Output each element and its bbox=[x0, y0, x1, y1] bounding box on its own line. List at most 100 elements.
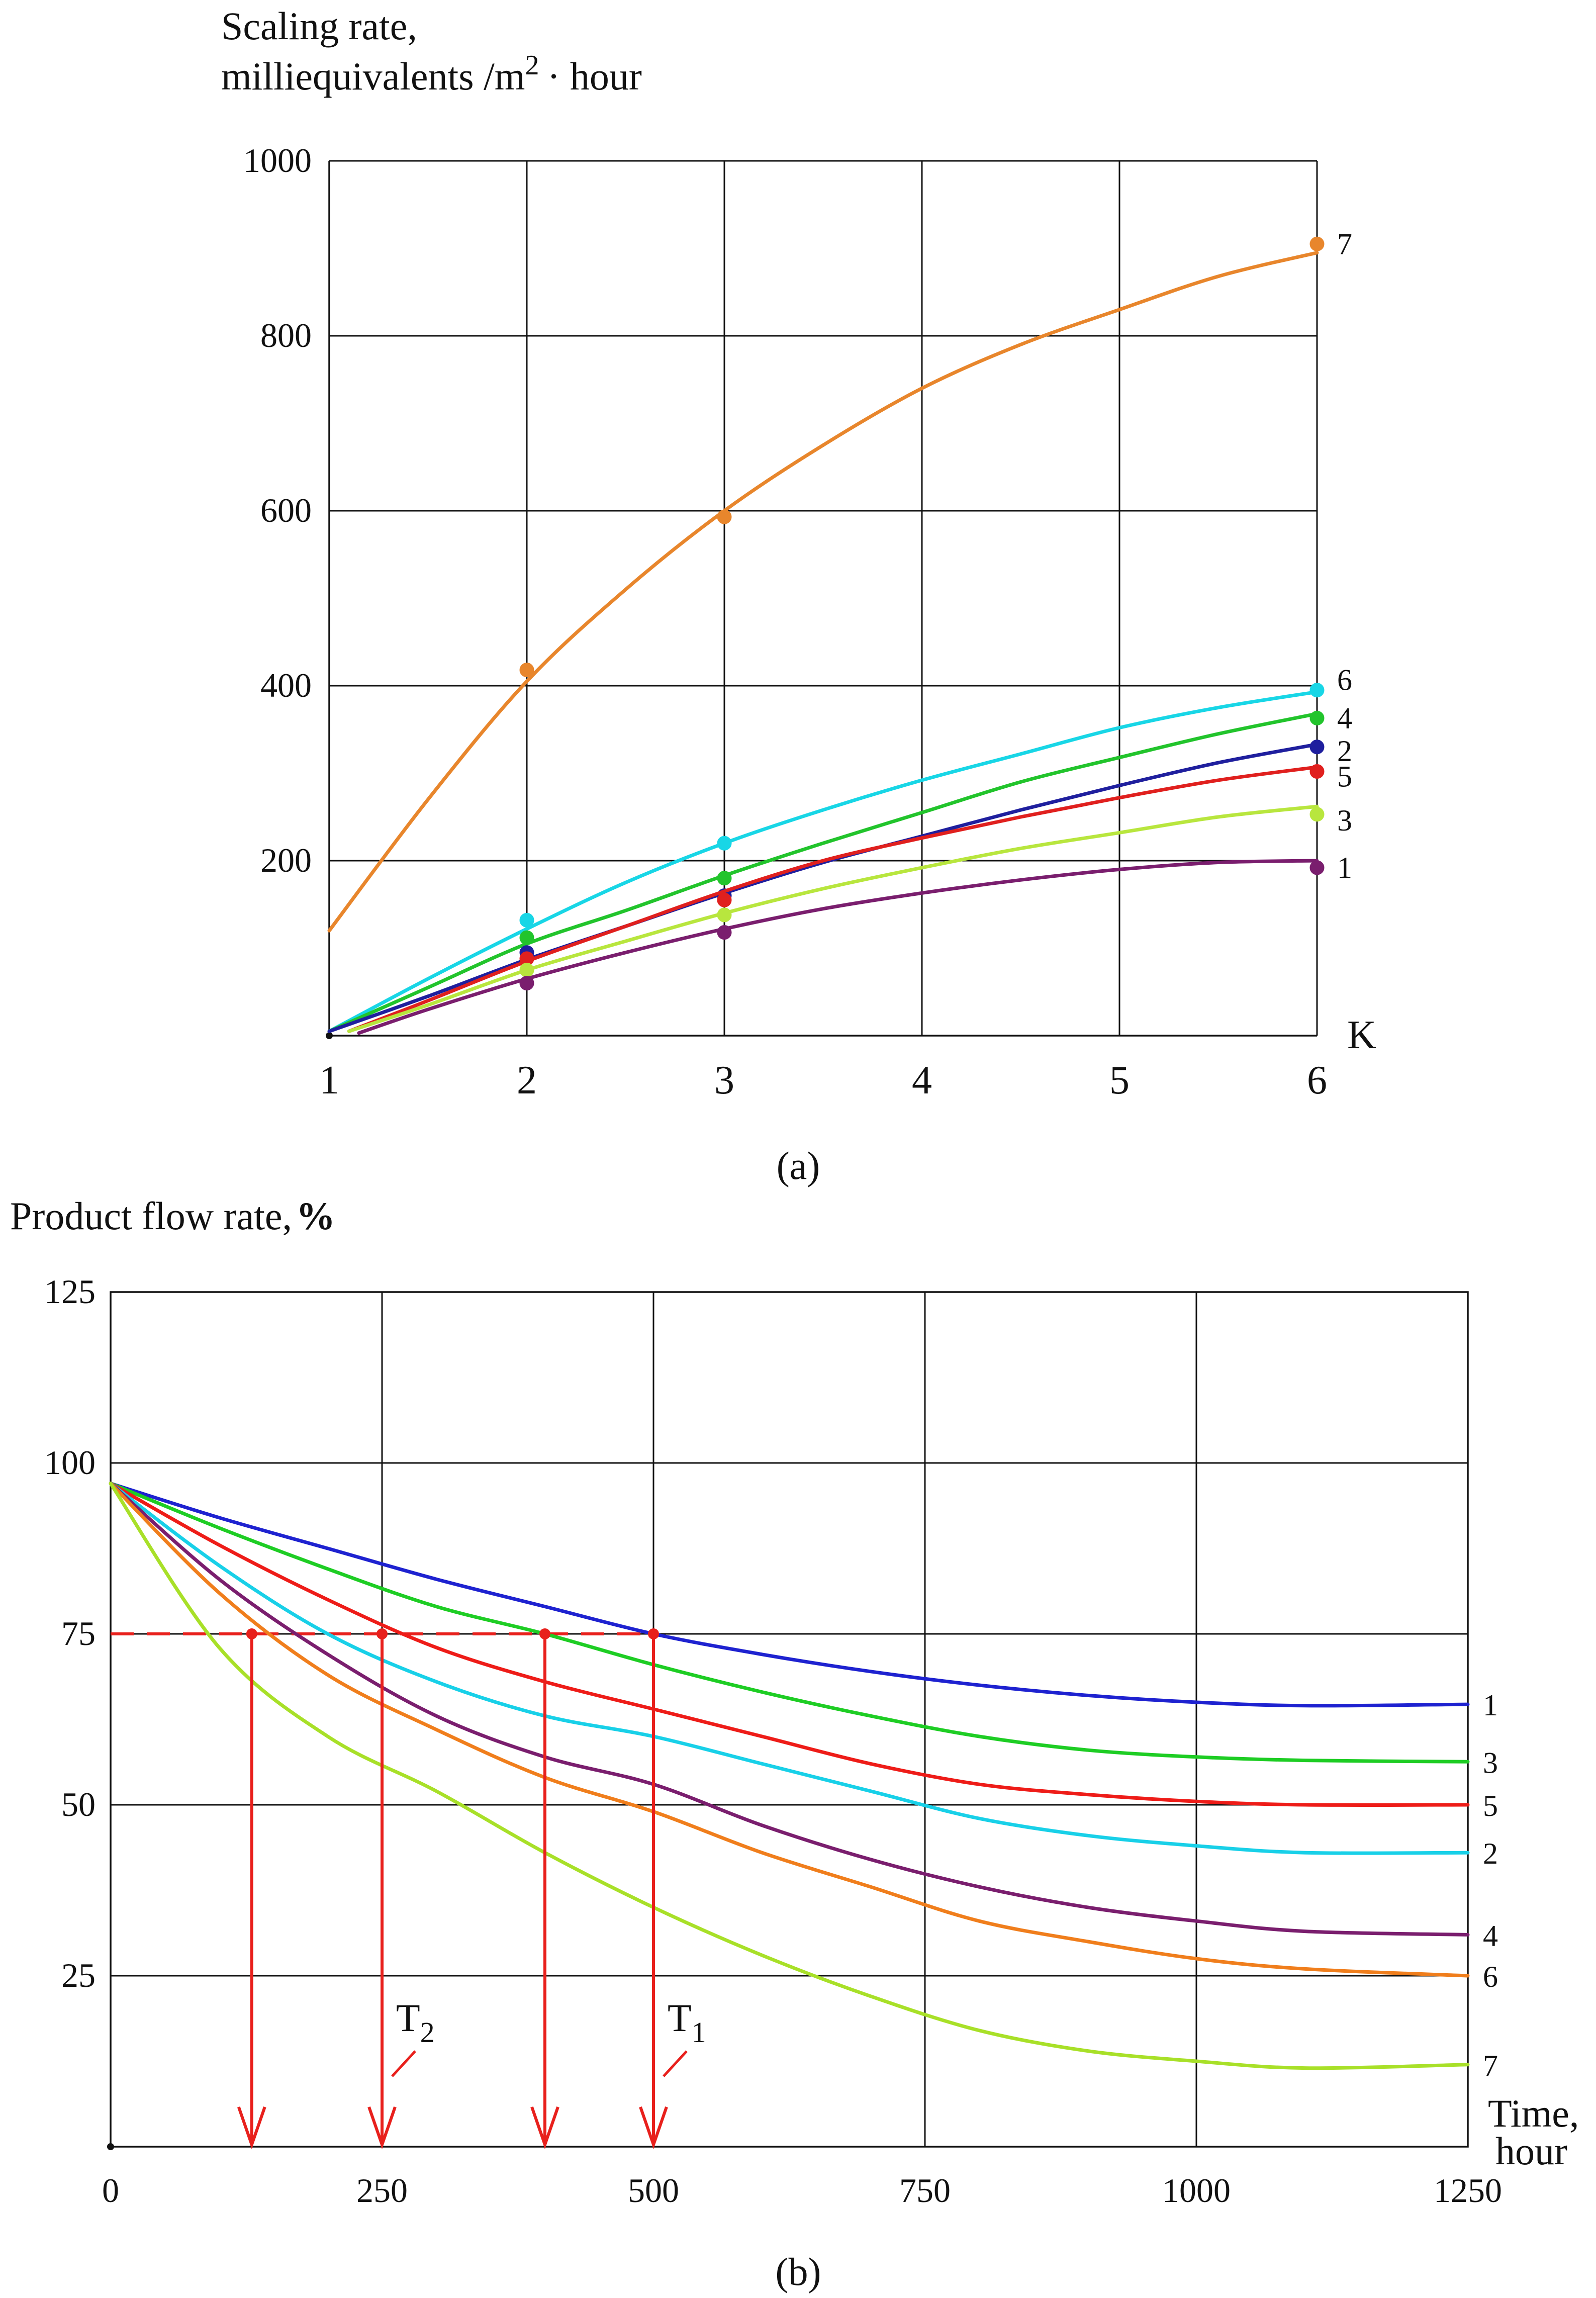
chart-a-series-label-5: 5 bbox=[1337, 760, 1352, 793]
chart-b-ytick-100: 100 bbox=[44, 1443, 96, 1482]
chart-a-point-1-6 bbox=[1309, 860, 1325, 875]
chart-b-ylabel: Product flow rate,% bbox=[10, 1194, 335, 1238]
chart-a-series-1: 1 bbox=[357, 851, 1352, 1035]
chart-b-xtick-750: 750 bbox=[899, 2171, 951, 2210]
chart-b-arrow-250: T2 bbox=[367, 1628, 435, 2150]
chart-a-point-1-2 bbox=[519, 976, 534, 991]
chart-a-series-label-3: 3 bbox=[1337, 804, 1352, 837]
chart-a-xtick-3: 3 bbox=[714, 1058, 734, 1102]
chart-a-line-7 bbox=[327, 251, 1319, 933]
chart-a-point-6-6 bbox=[1309, 683, 1325, 698]
chart-b-series-4: 4 bbox=[109, 1482, 1498, 1952]
chart-b-series-label-4: 4 bbox=[1483, 1919, 1498, 1952]
chart-a-line-5 bbox=[347, 765, 1319, 1033]
chart-b-ytick-25: 25 bbox=[61, 1956, 96, 1994]
chart-b-line-4 bbox=[109, 1482, 1470, 1937]
chart-a-series-label-2: 2 bbox=[1337, 734, 1352, 768]
chart-a-series-5: 5 bbox=[347, 760, 1352, 1033]
chart-a-line-4 bbox=[327, 712, 1319, 1033]
chart-b-ylabel-text: Product flow rate, bbox=[10, 1194, 292, 1238]
chart-b-arrow-label-main-500: T bbox=[668, 1996, 692, 2040]
chart-a-xtick-4: 4 bbox=[912, 1058, 932, 1102]
chart-a-xtick-6: 6 bbox=[1307, 1058, 1327, 1102]
chart-a-series-4: 4 bbox=[327, 701, 1352, 1033]
chart-a-series-label-6: 6 bbox=[1337, 664, 1352, 697]
chart-b-xtick-500: 500 bbox=[628, 2171, 679, 2210]
chart-b-arrow-head-400 bbox=[530, 2106, 559, 2150]
chart-b-line-3 bbox=[109, 1482, 1470, 1764]
chart-b-xtick-1250: 1250 bbox=[1434, 2171, 1502, 2210]
chart-a-ylabel-line2: milliequivalents /m2 · hour bbox=[221, 50, 642, 98]
chart-b-line-6 bbox=[109, 1482, 1470, 1978]
chart-a-ylabel-sup: 2 bbox=[525, 50, 539, 81]
chart-a-origin-dot bbox=[326, 1032, 333, 1039]
chart-a-ytick-1000: 1000 bbox=[243, 141, 312, 179]
chart-b-arrow-400 bbox=[530, 1628, 559, 2150]
chart-b-arrow-label-sub-500: 1 bbox=[692, 2016, 706, 2049]
chart-b-arrow-500: T1 bbox=[639, 1628, 706, 2150]
chart-a-point-7-6 bbox=[1309, 236, 1325, 251]
chart-b-series-1: 1 bbox=[109, 1482, 1498, 1722]
chart-b-caption: (b) bbox=[776, 2250, 821, 2293]
chart-a-point-3-2 bbox=[519, 963, 534, 977]
chart-a-line-6 bbox=[327, 690, 1319, 1033]
chart-b-series-label-3: 3 bbox=[1483, 1746, 1498, 1779]
chart-a-ytick-400: 400 bbox=[260, 666, 312, 704]
chart-b-arrow-leader-500 bbox=[663, 2050, 688, 2077]
chart-b-xlabel-line1: Time, bbox=[1488, 2091, 1579, 2135]
chart-b-xlabel-line2: hour bbox=[1495, 2129, 1567, 2173]
chart-b-arrow-head-250 bbox=[367, 2106, 397, 2150]
chart-b-origin-dot bbox=[107, 2143, 114, 2150]
chart-a-ylabel-line1: Scaling rate, bbox=[221, 4, 417, 48]
chart-a-xlabel: K bbox=[1347, 1013, 1376, 1057]
chart-a-point-2-6 bbox=[1309, 740, 1325, 755]
chart-b-arrow-head-500 bbox=[639, 2106, 668, 2150]
chart-b-series-label-7: 7 bbox=[1483, 2049, 1498, 2082]
chart-b-xtick-1000: 1000 bbox=[1162, 2171, 1231, 2210]
chart-b-arrow-label-500: T1 bbox=[668, 1996, 706, 2049]
chart-a-point-7-3 bbox=[717, 509, 732, 524]
chart-b-arrow-label-main-250: T bbox=[396, 1996, 420, 2040]
chart-a-series-label-1: 1 bbox=[1337, 851, 1352, 884]
chart-b-ylabel-unit: % bbox=[296, 1194, 335, 1238]
chart-a-point-3-3 bbox=[717, 907, 732, 923]
chart-a-series-7: 7 bbox=[327, 227, 1352, 933]
chart-a-xtick-2: 2 bbox=[517, 1058, 537, 1102]
chart-a-line-3 bbox=[347, 804, 1319, 1033]
chart-b-line-7 bbox=[109, 1482, 1470, 2070]
chart-a-point-4-3 bbox=[717, 871, 732, 886]
chart-a-point-4-6 bbox=[1309, 710, 1325, 725]
chart-b-series-5: 5 bbox=[109, 1482, 1498, 1822]
chart-a-ytick-800: 800 bbox=[260, 316, 312, 354]
chart-b-series: 1 3 5 2 4 6 7 bbox=[109, 1482, 1498, 2082]
chart-b-series-label-1: 1 bbox=[1483, 1689, 1498, 1722]
chart-a-point-5-6 bbox=[1309, 764, 1325, 779]
chart-b-series-3: 3 bbox=[109, 1482, 1498, 1779]
chart-b-line-1 bbox=[109, 1482, 1470, 1708]
chart-b-arrow-130 bbox=[237, 1628, 266, 2150]
chart-b-arrow-leader-250 bbox=[391, 2050, 416, 2077]
chart-a-point-5-3 bbox=[717, 892, 732, 907]
chart-a-point-6-3 bbox=[717, 836, 732, 851]
chart-b-series-2: 2 bbox=[109, 1482, 1498, 1870]
chart-b: Product flow rate,% 0 250 500 750 1000 125025… bbox=[10, 1194, 1579, 2293]
chart-b-grid bbox=[107, 1291, 1469, 2150]
chart-a-point-3-6 bbox=[1309, 807, 1325, 822]
chart-b-ytick-50: 50 bbox=[61, 1785, 96, 1823]
chart-b-xtick-250: 250 bbox=[356, 2171, 408, 2210]
chart-a-series-3: 3 bbox=[347, 804, 1352, 1033]
chart-a-caption: (a) bbox=[777, 1144, 820, 1187]
chart-a-series-6: 6 bbox=[327, 664, 1352, 1033]
chart-a-line-1 bbox=[357, 859, 1319, 1035]
chart-a-point-4-2 bbox=[519, 930, 534, 945]
chart-a-ylabel-tail: · hour bbox=[547, 54, 641, 98]
chart-a-ytick-200: 200 bbox=[260, 841, 312, 879]
chart-b-arrow-label-250: T2 bbox=[396, 1996, 435, 2049]
chart-a-xtick-5: 5 bbox=[1109, 1058, 1130, 1102]
chart-a-series-label-4: 4 bbox=[1337, 701, 1352, 734]
chart-a-xtick-1: 1 bbox=[319, 1058, 339, 1102]
chart-b-arrow-head-130 bbox=[237, 2106, 266, 2150]
chart-a-ytick-600: 600 bbox=[260, 491, 312, 529]
